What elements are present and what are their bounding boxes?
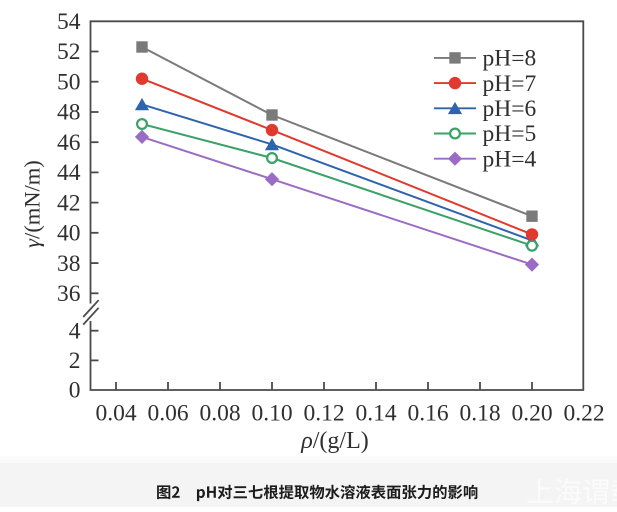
svg-text:pH=4: pH=4	[483, 146, 537, 172]
svg-text:pH=6: pH=6	[483, 96, 537, 122]
svg-text:0.18: 0.18	[459, 400, 500, 426]
svg-text:46: 46	[57, 130, 81, 156]
svg-text:36: 36	[57, 281, 81, 307]
svg-text:0: 0	[69, 378, 81, 404]
svg-text:40: 40	[57, 221, 81, 247]
svg-text:0.12: 0.12	[303, 400, 344, 426]
svg-text:ρ/(g/L): ρ/(g/L)	[300, 428, 369, 454]
svg-text:0.20: 0.20	[511, 400, 552, 426]
svg-text:pH=7: pH=7	[483, 71, 537, 97]
svg-text:pH=5: pH=5	[483, 121, 537, 147]
svg-text:pH=8: pH=8	[483, 46, 537, 72]
svg-text:0.06: 0.06	[147, 400, 188, 426]
svg-text:0.16: 0.16	[407, 400, 448, 426]
svg-text:0.08: 0.08	[199, 400, 240, 426]
svg-text:0.22: 0.22	[563, 400, 604, 426]
svg-text:44: 44	[57, 160, 81, 186]
svg-text:54: 54	[57, 9, 81, 35]
svg-text:0.10: 0.10	[251, 400, 292, 426]
svg-text:γ/(mN/m): γ/(mN/m)	[20, 160, 45, 248]
svg-text:42: 42	[57, 190, 81, 216]
svg-text:52: 52	[57, 39, 81, 65]
svg-text:50: 50	[57, 69, 81, 95]
svg-text:48: 48	[57, 100, 81, 126]
svg-text:0.14: 0.14	[355, 400, 396, 426]
svg-text:38: 38	[57, 251, 81, 277]
svg-text:2: 2	[69, 348, 81, 374]
svg-text:0.04: 0.04	[95, 400, 136, 426]
svg-text:4: 4	[69, 318, 81, 344]
